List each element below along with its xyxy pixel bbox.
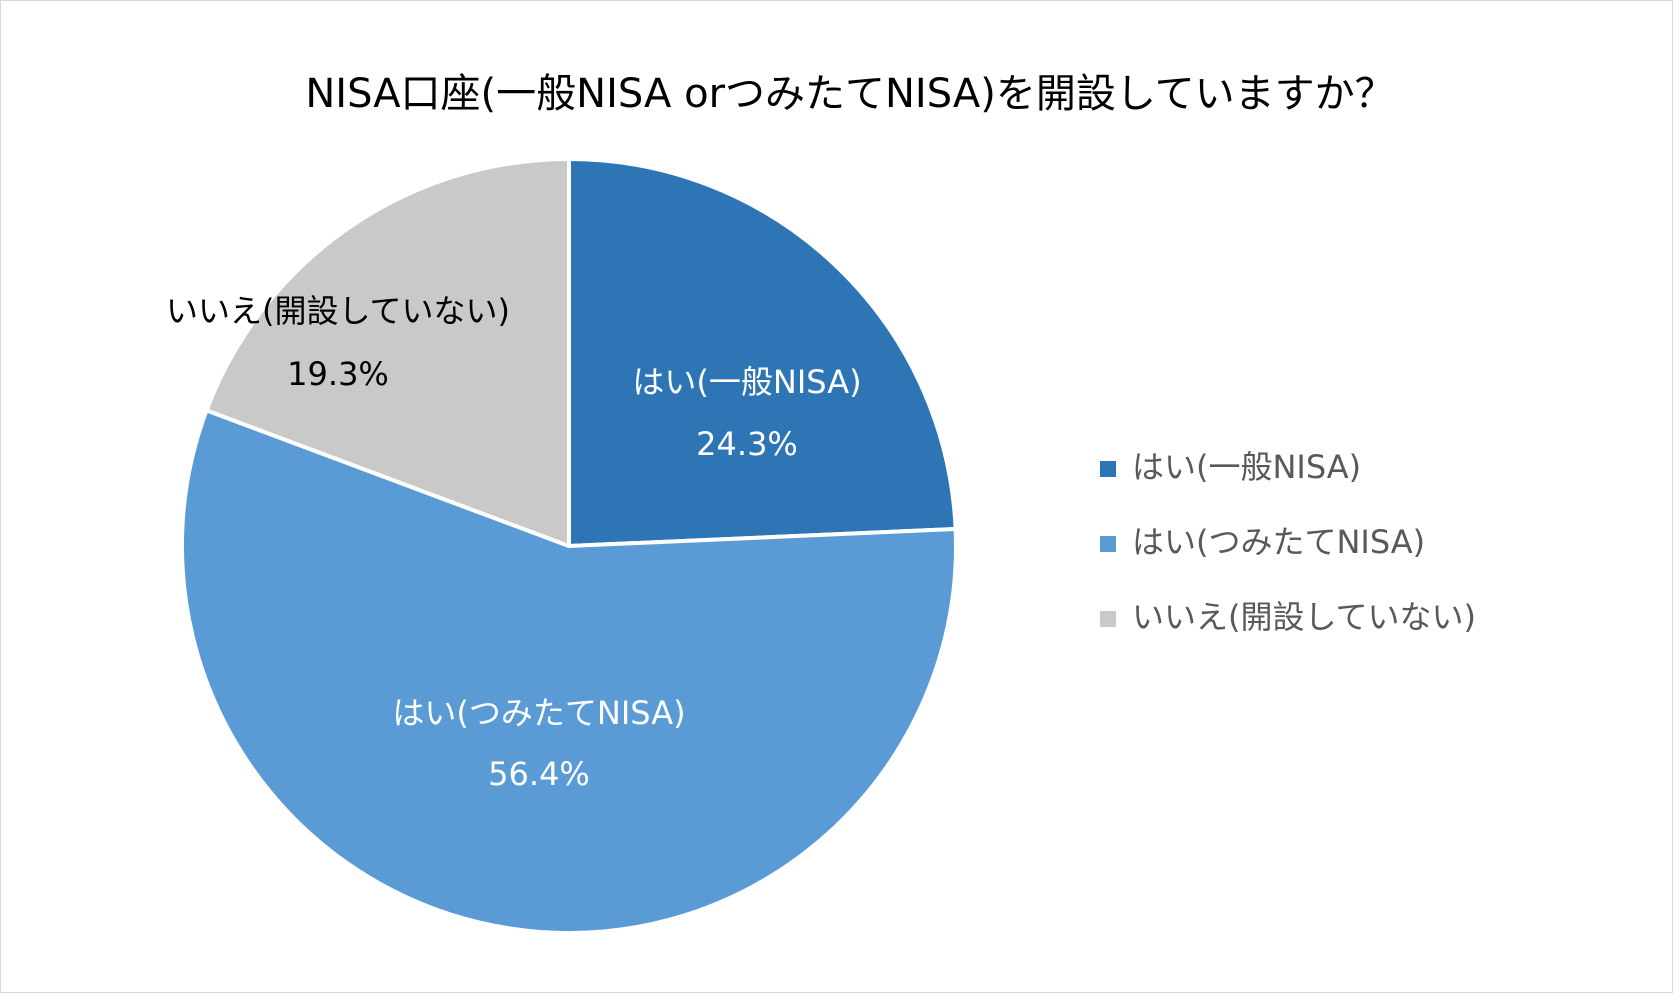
chart-title: NISA口座(一般NISA orつみたてNISA)を開設していますか？ [305,71,1394,117]
data-label-value: 56.4% [488,755,590,793]
data-label-category: はい(つみたてNISA) [392,694,685,732]
pie-slice [567,157,958,548]
legend-swatch [1100,461,1116,477]
legend-swatch [1100,611,1116,627]
data-label-value: 24.3% [696,425,798,463]
data-label-category: いいえ(開設していない) [166,292,510,330]
legend-label: いいえ(開設していない) [1132,598,1476,636]
legend-label: はい(一般NISA) [1132,448,1361,486]
legend-swatch [1100,536,1116,552]
data-label-category: はい(一般NISA) [632,363,861,401]
legend-label: はい(つみたてNISA) [1132,523,1425,561]
pie-slice [180,408,958,935]
pie-slice [204,157,571,548]
data-label-value: 19.3% [287,355,389,393]
